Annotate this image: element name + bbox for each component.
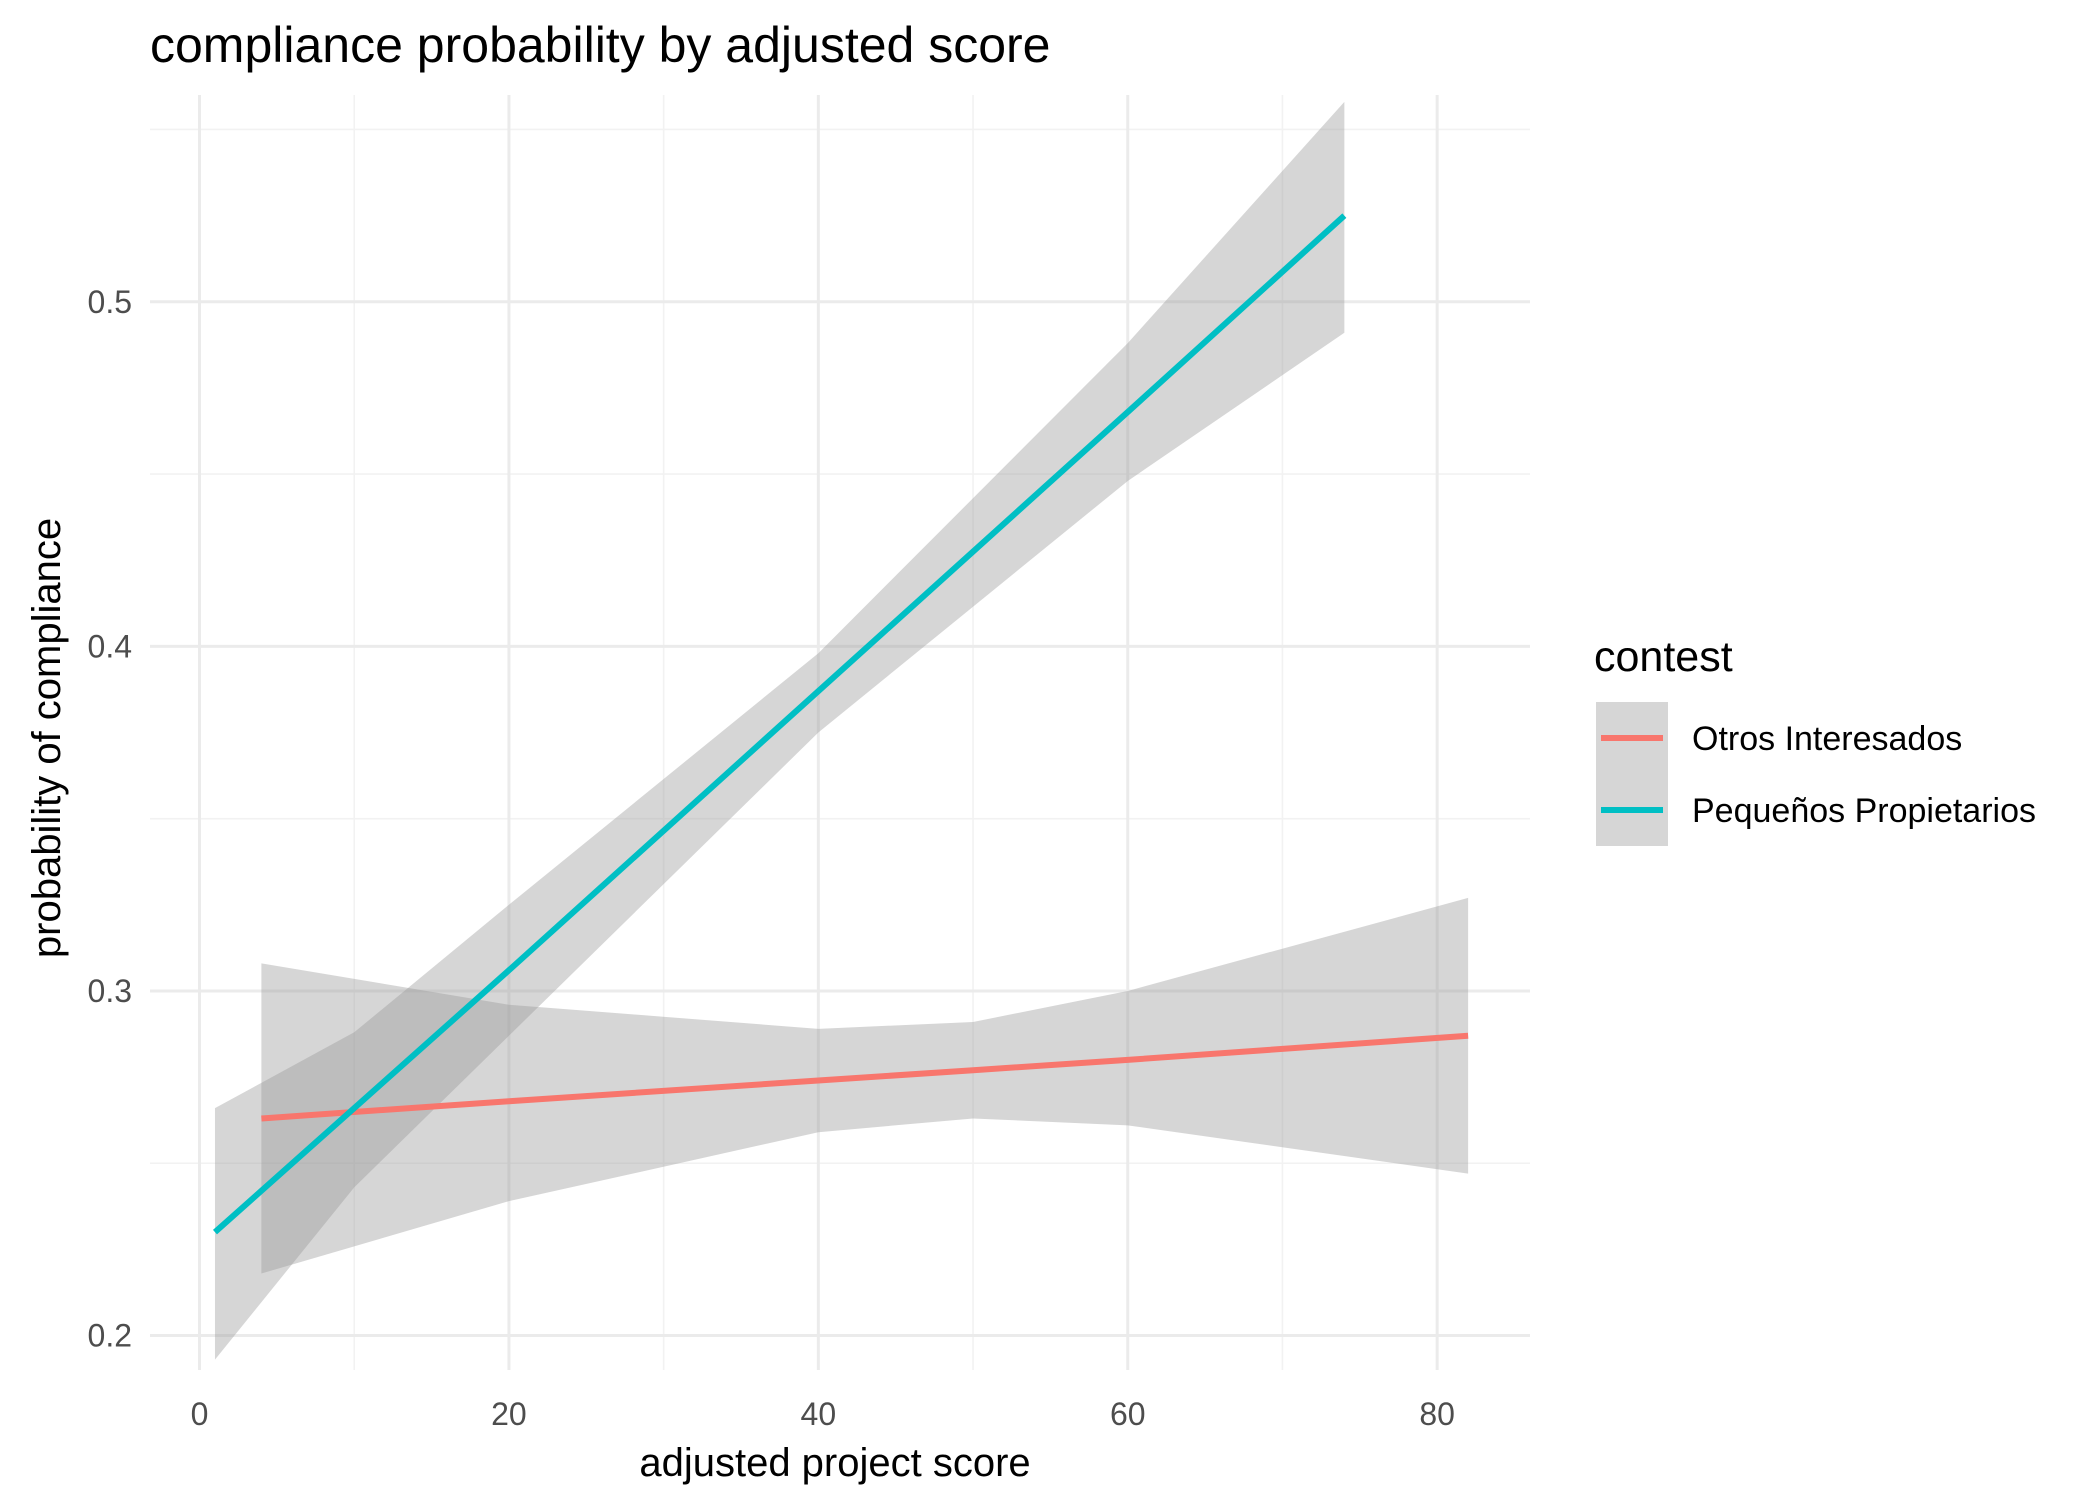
series-line-1 xyxy=(261,1032,1469,1122)
legend-label: Otros Interesados xyxy=(1692,720,1962,758)
ci-ribbon-1 xyxy=(261,897,1469,1274)
legend-keys: Otros Interesados Pequeños Propietarios xyxy=(1596,702,2036,846)
legend: contest Otros Interesados Pequeños Propie… xyxy=(1594,633,2036,846)
y-tick-label: 0.4 xyxy=(88,628,132,664)
x-tick-label: 80 xyxy=(1419,1396,1455,1432)
series-lines xyxy=(212,213,1469,1235)
y-tick-label: 0.3 xyxy=(88,973,132,1009)
x-tick-label: 0 xyxy=(191,1396,209,1432)
y-tick-label: 0.5 xyxy=(88,284,132,320)
grid xyxy=(150,95,1530,1370)
y-tick-label: 0.2 xyxy=(88,1318,132,1354)
legend-label: Pequeños Propietarios xyxy=(1692,792,2036,830)
x-tick-label: 20 xyxy=(491,1396,527,1432)
y-axis-title: probability of compliance xyxy=(25,518,69,958)
y-axis-ticks: 0.2 0.3 0.4 0.5 xyxy=(88,284,132,1354)
legend-title: contest xyxy=(1594,633,1733,681)
confidence-ribbons xyxy=(214,101,1469,1360)
x-axis-title: adjusted project score xyxy=(639,1441,1030,1485)
x-tick-label: 40 xyxy=(801,1396,837,1432)
x-axis-ticks: 0 20 40 60 80 xyxy=(191,1396,1455,1432)
x-tick-label: 60 xyxy=(1110,1396,1146,1432)
ci-ribbon-2 xyxy=(214,101,1345,1360)
chart-title: compliance probability by adjusted score xyxy=(150,17,1051,73)
series-line-2 xyxy=(212,213,1347,1235)
